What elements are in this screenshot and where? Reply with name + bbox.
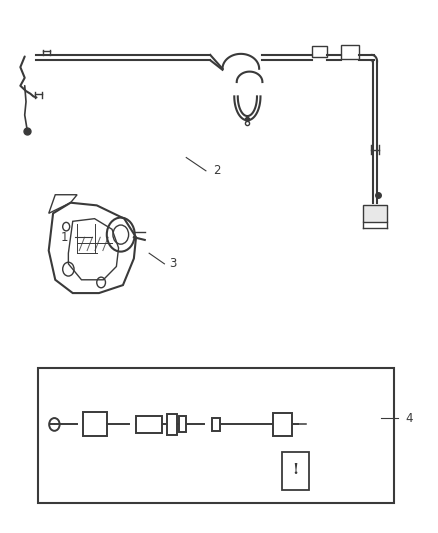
Text: 3: 3 xyxy=(170,257,177,270)
Bar xyxy=(341,45,359,59)
Bar xyxy=(167,414,177,434)
Text: !: ! xyxy=(292,463,298,477)
Bar xyxy=(311,46,327,56)
Bar xyxy=(179,416,186,432)
Bar xyxy=(283,453,308,489)
Text: 2: 2 xyxy=(213,164,221,177)
Bar xyxy=(82,413,106,437)
Text: 4: 4 xyxy=(405,411,413,424)
Bar xyxy=(136,416,162,433)
Text: 1: 1 xyxy=(60,231,68,244)
Bar xyxy=(212,417,220,431)
Bar xyxy=(38,368,394,503)
Bar xyxy=(273,413,292,436)
FancyBboxPatch shape xyxy=(363,205,387,222)
